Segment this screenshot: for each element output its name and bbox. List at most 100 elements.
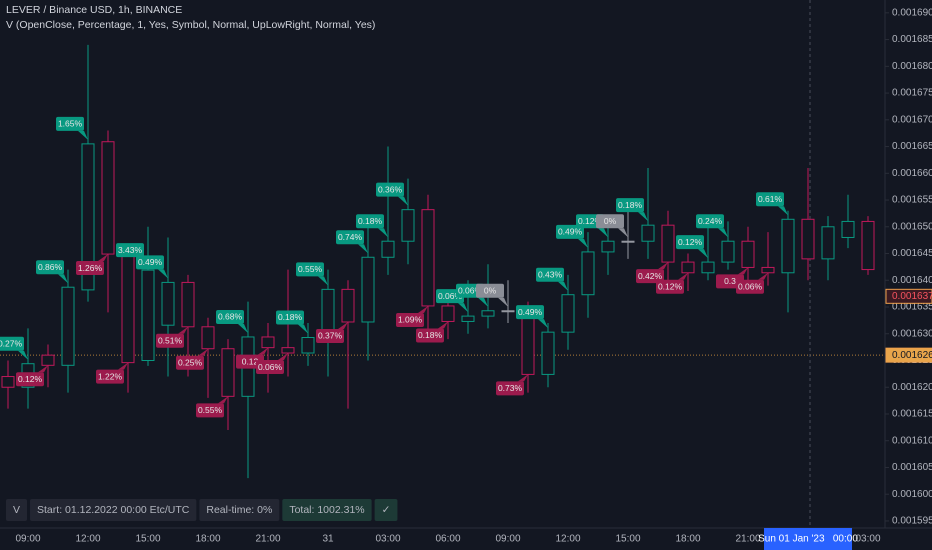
indicator-legend: V (OpenClose, Percentage, 1, Yes, Symbol… xyxy=(6,19,375,31)
change-label: 0% xyxy=(484,286,497,296)
change-label-tail xyxy=(598,228,608,238)
candle-body xyxy=(721,240,735,263)
candle-body xyxy=(861,220,875,271)
y-tick-label: 0.001635 xyxy=(892,302,932,313)
change-label-box xyxy=(736,279,764,294)
change-label-box xyxy=(36,260,64,275)
change-label-tail xyxy=(718,228,728,238)
change-label: 0.06% xyxy=(738,282,763,292)
change-label: 0.12 xyxy=(242,356,259,366)
change-label: 0.18% xyxy=(418,330,443,340)
candle-body xyxy=(841,220,855,238)
x-tick-label: Sun 01 Jan '23 00:00 xyxy=(758,534,858,545)
change-label-tail xyxy=(698,249,708,259)
change-label-tail xyxy=(458,303,468,313)
x-tick-label: 31 xyxy=(322,534,334,545)
change-label: 0.42% xyxy=(638,271,663,281)
change-label-box xyxy=(256,360,284,375)
y-tick-label: 0.001615 xyxy=(892,409,932,420)
change-label-box xyxy=(0,336,24,351)
change-label-tail xyxy=(638,212,648,222)
change-label-tail xyxy=(18,350,28,360)
toolbar-item-text[interactable]: Total: 1002.31% xyxy=(289,504,364,516)
crosshair-price-label: 0.001626 xyxy=(892,350,932,361)
candle-body xyxy=(301,336,315,354)
candle-body xyxy=(381,240,395,258)
toolbar-item[interactable] xyxy=(30,499,197,521)
change-label-tail xyxy=(498,297,508,307)
change-label-tail xyxy=(58,274,68,284)
change-label-box xyxy=(376,182,404,197)
change-label-box xyxy=(116,243,144,258)
change-label: 0.49% xyxy=(518,307,543,317)
candle-body xyxy=(361,256,375,323)
change-label-box xyxy=(316,328,344,343)
toolbar-item[interactable] xyxy=(282,499,372,521)
change-label: 0.12% xyxy=(678,237,703,247)
change-label: 0.55% xyxy=(298,264,323,274)
change-label-box xyxy=(356,214,384,229)
y-tick-label: 0.001620 xyxy=(892,382,932,393)
candle-body xyxy=(221,348,235,397)
change-label-tail xyxy=(678,272,688,280)
change-label: 0.18% xyxy=(278,312,303,322)
toolbar-item-text[interactable]: ✓ xyxy=(382,504,391,516)
change-label-tail xyxy=(118,362,128,370)
change-label-box xyxy=(536,267,564,282)
candle-body xyxy=(601,240,615,253)
change-label-tail xyxy=(178,326,188,334)
toolbar-item[interactable] xyxy=(374,499,398,521)
change-label-tail xyxy=(578,238,588,248)
change-label: 1.22% xyxy=(98,371,123,381)
change-label-tail xyxy=(238,323,248,333)
change-label: 0.12% xyxy=(18,374,43,384)
y-tick-label: 0.001655 xyxy=(892,195,932,206)
change-label-box xyxy=(196,403,224,418)
change-label-box xyxy=(676,235,704,250)
candle-body xyxy=(121,254,135,364)
candle-body xyxy=(141,269,155,361)
change-label-tail xyxy=(38,365,48,373)
candle-body xyxy=(681,261,695,274)
change-label-tail xyxy=(98,254,108,262)
y-tick-label: 0.001670 xyxy=(892,114,932,125)
toolbar-item[interactable] xyxy=(199,499,280,521)
x-tick-label: 18:00 xyxy=(675,534,700,545)
toolbar-item-text[interactable]: V xyxy=(13,504,20,516)
change-label-box xyxy=(696,214,724,229)
change-label: 0.61% xyxy=(758,194,783,204)
change-label-box xyxy=(596,214,624,229)
change-label: 0.06% xyxy=(458,286,483,296)
y-tick-label: 0.001650 xyxy=(892,221,932,232)
change-label-box xyxy=(616,198,644,213)
candle-body xyxy=(61,286,75,366)
x-crosshair-box xyxy=(764,528,852,550)
change-label-tail xyxy=(538,319,548,329)
change-label-box xyxy=(96,369,124,384)
change-label-box xyxy=(216,309,244,324)
change-label: 0.12% xyxy=(578,216,603,226)
change-label: 0.86% xyxy=(38,262,63,272)
candle-body xyxy=(621,240,635,243)
last-price-label: 0.001637 xyxy=(892,291,932,302)
toolbar-item[interactable] xyxy=(6,499,28,521)
change-label-tail xyxy=(478,297,488,307)
y-tick-label: 0.001600 xyxy=(892,489,932,500)
candle-body xyxy=(561,294,575,333)
change-label-box xyxy=(56,116,84,131)
toolbar-item-text[interactable]: Start: 01.12.2022 00:00 Etc/UTC xyxy=(37,504,190,516)
y-tick-label: 0.001630 xyxy=(892,328,932,339)
y-tick-label: 0.001605 xyxy=(892,462,932,473)
y-tick-label: 0.001690 xyxy=(892,7,932,18)
toolbar-item-text[interactable]: Real-time: 0% xyxy=(206,504,272,516)
change-label: 0% xyxy=(604,216,617,226)
x-tick-label: 06:00 xyxy=(435,534,460,545)
x-tick-label: 09:00 xyxy=(15,534,40,545)
change-label-tail xyxy=(198,348,208,356)
candle-body xyxy=(821,226,835,260)
change-label-box xyxy=(636,269,664,284)
y-tick-label: 0.001675 xyxy=(892,88,932,99)
last-price-box xyxy=(885,288,932,304)
